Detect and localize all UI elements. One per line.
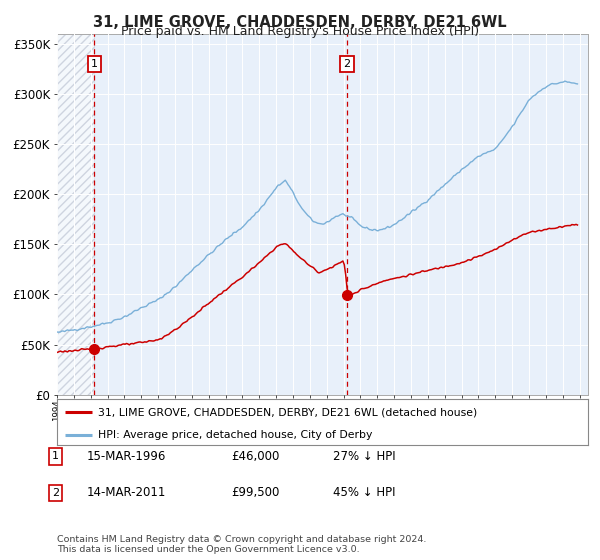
Text: Contains HM Land Registry data © Crown copyright and database right 2024.
This d: Contains HM Land Registry data © Crown c… [57,535,427,554]
Text: 2: 2 [52,488,59,498]
Text: HPI: Average price, detached house, City of Derby: HPI: Average price, detached house, City… [98,430,373,440]
Text: 1: 1 [91,59,98,69]
Text: 27% ↓ HPI: 27% ↓ HPI [333,450,395,463]
Text: 31, LIME GROVE, CHADDESDEN, DERBY, DE21 6WL (detached house): 31, LIME GROVE, CHADDESDEN, DERBY, DE21 … [98,407,478,417]
Text: 14-MAR-2011: 14-MAR-2011 [87,486,166,500]
Text: £99,500: £99,500 [231,486,280,500]
Text: £46,000: £46,000 [231,450,280,463]
Text: 15-MAR-1996: 15-MAR-1996 [87,450,166,463]
Text: 31, LIME GROVE, CHADDESDEN, DERBY, DE21 6WL: 31, LIME GROVE, CHADDESDEN, DERBY, DE21 … [93,15,507,30]
Text: 1: 1 [52,451,59,461]
Text: 2: 2 [344,59,350,69]
Bar [57,34,94,395]
Text: 45% ↓ HPI: 45% ↓ HPI [333,486,395,500]
Text: Price paid vs. HM Land Registry's House Price Index (HPI): Price paid vs. HM Land Registry's House … [121,25,479,38]
